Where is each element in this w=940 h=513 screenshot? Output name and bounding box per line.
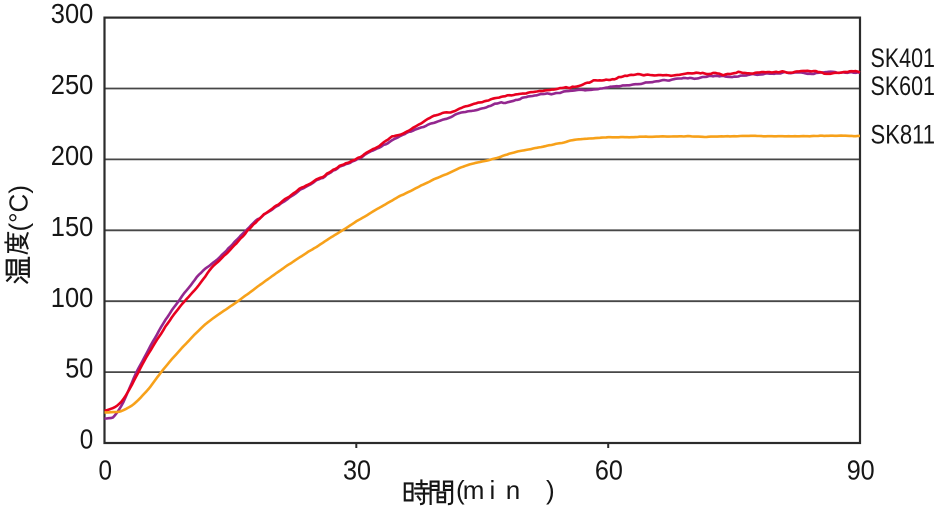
svg-text:0: 0 bbox=[98, 455, 112, 486]
svg-text:SK601: SK601 bbox=[871, 71, 936, 101]
svg-text:0: 0 bbox=[80, 424, 94, 455]
svg-text:SK811: SK811 bbox=[871, 120, 936, 150]
svg-text:60: 60 bbox=[595, 455, 623, 486]
svg-text:(min): (m i n) bbox=[456, 475, 555, 505]
svg-text:90: 90 bbox=[847, 455, 875, 486]
svg-text:50: 50 bbox=[65, 353, 93, 384]
svg-text:30: 30 bbox=[343, 455, 371, 486]
svg-text:(°C): (°C) bbox=[4, 185, 34, 232]
svg-text:300: 300 bbox=[51, 0, 94, 29]
svg-text:150: 150 bbox=[51, 211, 94, 242]
svg-text:SK401: SK401 bbox=[871, 43, 936, 73]
svg-text:250: 250 bbox=[51, 69, 94, 100]
svg-text:200: 200 bbox=[51, 140, 94, 171]
svg-text:100: 100 bbox=[51, 282, 94, 313]
